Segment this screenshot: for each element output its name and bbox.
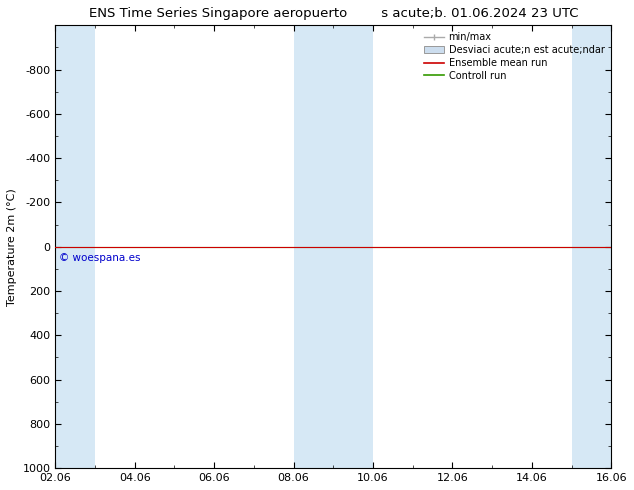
Y-axis label: Temperature 2m (°C): Temperature 2m (°C) [7,188,17,306]
Text: © woespana.es: © woespana.es [60,253,141,264]
Legend: min/max, Desviaci acute;n est acute;ndar, Ensemble mean run, Controll run: min/max, Desviaci acute;n est acute;ndar… [420,28,609,85]
Title: ENS Time Series Singapore aeropuerto        s acute;b. 01.06.2024 23 UTC: ENS Time Series Singapore aeropuerto s a… [89,7,578,20]
Bar [571,25,611,468]
Bar [55,25,95,468]
Bar [294,25,373,468]
